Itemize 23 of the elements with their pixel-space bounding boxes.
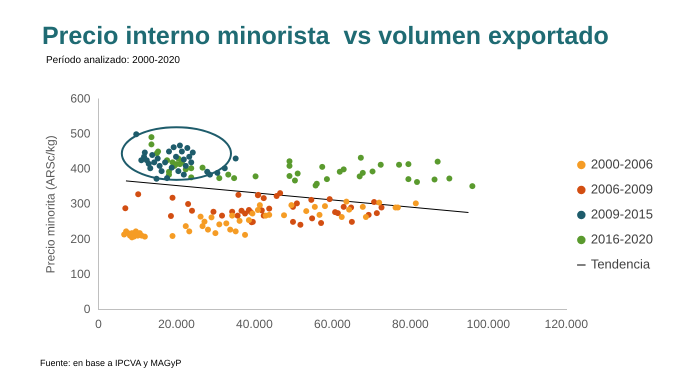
y-tick-label: 100 xyxy=(70,266,91,281)
chart-subtitle: Período analizado: 2000-2020 xyxy=(46,55,180,66)
y-tick-label: 200 xyxy=(70,232,91,246)
legend-label: 2016-2020 xyxy=(590,232,654,247)
legend-label: 2000-2006 xyxy=(590,156,654,172)
legend-label: 2009-2015 xyxy=(590,206,654,222)
y-tick-label: 300 xyxy=(70,196,91,211)
y-tick-label: 0 xyxy=(84,302,91,316)
x-tick-label: 60.000 xyxy=(314,317,352,332)
y-tick-label: 600 xyxy=(70,92,91,106)
y-axis-title: Precio minorita (ARSc/kg) xyxy=(44,135,58,274)
x-tick-label: 120.000 xyxy=(544,317,588,332)
x-tick-label: 0 xyxy=(95,317,102,332)
x-tick-label: 40.000 xyxy=(236,317,274,332)
x-tick-label: 20.000 xyxy=(158,317,196,332)
y-tick-label: 400 xyxy=(70,162,91,176)
x-tick-label: 100.000 xyxy=(466,317,510,332)
legend-label: Tendencia xyxy=(590,256,651,272)
y-tick-label: 500 xyxy=(70,126,91,141)
chart-title: Precio interno minorista vs volumen exportado xyxy=(42,22,609,51)
source-note: Fuente: en base a IPCVA y MAGyP xyxy=(40,358,182,368)
legend-label: 2006-2009 xyxy=(590,182,654,197)
x-tick-label: 80.000 xyxy=(392,317,430,332)
